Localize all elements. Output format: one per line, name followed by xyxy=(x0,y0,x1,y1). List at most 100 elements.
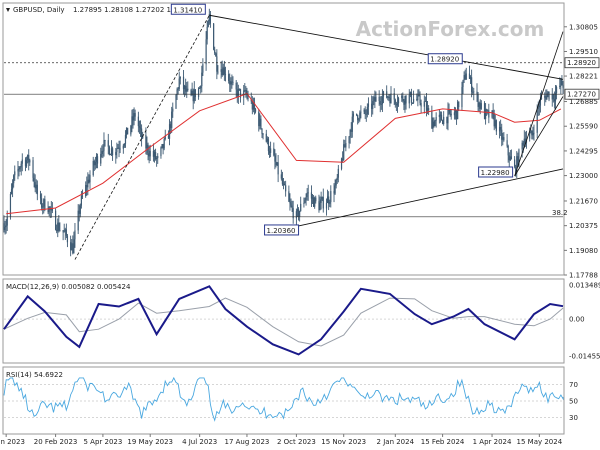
falling-trend-line xyxy=(209,14,564,80)
candle-body xyxy=(89,175,91,183)
candle-body xyxy=(3,223,5,230)
x-tick-label: 19 May 2023 xyxy=(127,438,173,446)
candle-body xyxy=(96,156,99,164)
candle-body xyxy=(17,168,19,172)
candle-body xyxy=(306,192,308,197)
candle-body xyxy=(132,116,134,121)
candle-body xyxy=(435,117,437,121)
candle-body xyxy=(318,201,320,211)
candle-body xyxy=(381,96,383,105)
candle-body xyxy=(440,114,443,121)
candle-body xyxy=(313,197,315,207)
candle-body xyxy=(162,144,164,149)
candle-body xyxy=(186,88,188,92)
candle-body xyxy=(244,90,246,91)
candle-body xyxy=(182,76,185,90)
price-y-tick-label: 1.29510 xyxy=(569,48,598,56)
candle-body xyxy=(216,56,218,72)
candle-body xyxy=(41,198,43,208)
candle-body xyxy=(152,150,155,157)
candle-body xyxy=(488,110,490,118)
candle-body xyxy=(289,201,291,204)
candle-body xyxy=(386,91,388,98)
candle-body xyxy=(65,229,67,236)
candle-body xyxy=(412,98,415,103)
candle-body xyxy=(478,102,480,107)
candle-body xyxy=(322,197,324,209)
candle-body xyxy=(546,93,548,100)
candle-body xyxy=(531,130,533,136)
candle-body xyxy=(443,116,445,124)
candle-body xyxy=(146,144,148,149)
candle-body xyxy=(87,179,89,188)
candle-body xyxy=(325,203,328,209)
candle-body xyxy=(281,178,284,185)
candle-body xyxy=(280,174,282,179)
candle-body xyxy=(477,94,479,107)
candle-body xyxy=(160,147,162,157)
candle-body xyxy=(515,166,517,173)
candle-body xyxy=(336,177,338,180)
candle-body xyxy=(507,145,509,156)
candle-body xyxy=(139,127,142,129)
candle-body xyxy=(450,113,452,116)
candle-body xyxy=(133,113,135,121)
candle-body xyxy=(273,148,275,156)
candle-body xyxy=(230,81,232,85)
candle-body xyxy=(461,87,463,108)
candle-body xyxy=(442,120,444,124)
candle-body xyxy=(199,88,201,89)
candle-body xyxy=(209,14,211,24)
candle-body xyxy=(340,158,343,169)
candle-body xyxy=(291,205,293,209)
candle-body xyxy=(510,156,512,160)
candle-body xyxy=(408,94,410,104)
candle-body xyxy=(503,137,505,141)
candle-body xyxy=(388,96,390,98)
candle-body xyxy=(334,185,336,194)
macd-line xyxy=(3,285,564,356)
candle-body xyxy=(247,95,249,100)
candle-body xyxy=(387,96,389,98)
candle-body xyxy=(468,73,471,79)
candle-body xyxy=(13,175,15,184)
candle-body xyxy=(123,143,125,146)
candle-body xyxy=(380,104,382,105)
candle-body xyxy=(498,126,501,132)
price-label-box xyxy=(478,166,514,178)
candle-body xyxy=(42,206,44,208)
candle-body xyxy=(72,243,74,254)
candle-body xyxy=(395,104,397,106)
candle-body xyxy=(145,134,147,149)
candle-body xyxy=(239,88,242,98)
candle-body xyxy=(348,136,350,144)
candle-body xyxy=(88,179,90,183)
candle-body xyxy=(299,211,301,217)
price-y-tick-label: 1.26885 xyxy=(569,98,598,106)
candle-body xyxy=(545,95,547,100)
candle-body xyxy=(224,74,227,75)
candle-body xyxy=(390,93,392,104)
candle-body xyxy=(190,90,192,96)
candle-body xyxy=(411,102,414,104)
candle-body xyxy=(66,235,69,243)
rsi-y-tick-label: 30 xyxy=(569,414,578,422)
candle-body xyxy=(108,146,110,155)
candle-body xyxy=(343,144,345,160)
candle-body xyxy=(36,184,38,195)
candle-body xyxy=(194,89,196,98)
candle-body xyxy=(43,199,45,207)
candle-body xyxy=(560,79,562,86)
candle-body xyxy=(111,148,114,156)
x-tick-label: 17 Aug 2023 xyxy=(225,438,270,446)
candle-body xyxy=(215,53,217,57)
price-y-tick-label: 1.21670 xyxy=(569,197,598,205)
candle-body xyxy=(246,94,248,96)
x-tick-label: 20 Feb 2023 xyxy=(34,438,78,446)
candle-body xyxy=(191,90,193,96)
candle-body xyxy=(432,121,434,129)
candle-body xyxy=(19,167,21,170)
candle-body xyxy=(516,156,518,173)
candle-body xyxy=(28,154,30,163)
x-tick-label: 2 Oct 2023 xyxy=(277,438,316,446)
